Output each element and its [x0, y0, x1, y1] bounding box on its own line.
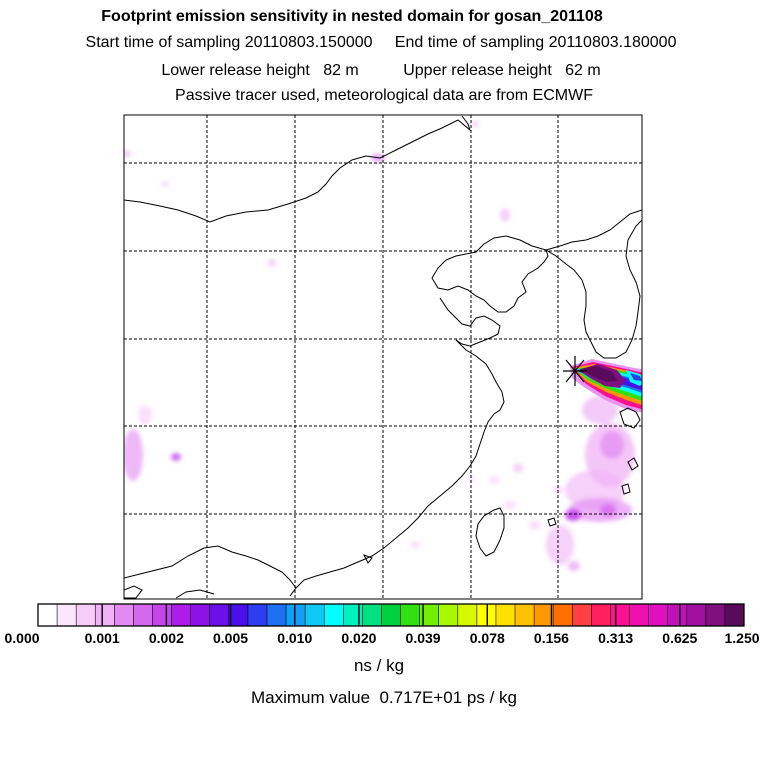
colorbar-tick-label: 0.039 — [405, 630, 441, 646]
colorbar-swatch — [534, 604, 554, 626]
colorbar-swatch — [400, 604, 421, 626]
colorbar-tick-label: 0.625 — [662, 630, 698, 646]
colorbar-tick-label: 0.010 — [277, 630, 313, 646]
colorbar-swatch — [95, 604, 115, 626]
colorbar-tick-label: 0.313 — [598, 630, 634, 646]
colorbar-swatch — [553, 604, 573, 626]
colorbar-swatch — [457, 604, 478, 626]
x-star-icon — [563, 356, 587, 386]
graticule — [124, 115, 642, 599]
colorbar-swatch — [705, 604, 726, 626]
colorbar-tick-label: 0.078 — [469, 630, 505, 646]
colorbar-swatch — [648, 604, 669, 626]
end-time-label: End time of sampling 20110803.180000 — [394, 34, 677, 51]
start-time-label: Start time of sampling 20110803.150000 — [85, 34, 373, 51]
colorbar-tick-label: 0.005 — [213, 630, 249, 646]
colorbar-swatch — [190, 604, 211, 626]
colorbar-swatch — [305, 604, 325, 626]
colorbar-swatch — [114, 604, 134, 626]
colorbar-swatch — [686, 604, 707, 626]
sampling-times: Start time of sampling 20110803.150000 E… — [0, 34, 765, 52]
colorbar-swatch — [152, 604, 173, 626]
colorbar-swatch — [133, 604, 153, 626]
colorbar-tick-label: 0.001 — [84, 630, 120, 646]
release-heights: Lower release height 82 m Upper release … — [0, 62, 765, 80]
colorbar-swatch — [629, 604, 650, 626]
coastlines — [124, 115, 642, 599]
upper-height-label: Upper release height 62 m — [403, 62, 601, 79]
colorbar-tick-label: 0.156 — [533, 630, 569, 646]
colorbar-tick-label: 0.020 — [341, 630, 377, 646]
colorbar-swatch — [495, 604, 516, 626]
plume — [570, 359, 642, 413]
colorbar-tick-label: 0.000 — [4, 630, 40, 646]
colorbar-swatch — [38, 604, 58, 626]
colorbar-swatch — [247, 604, 268, 626]
colorbar-swatch — [76, 604, 96, 626]
colorbar-swatch — [171, 604, 192, 626]
colorbar-swatch — [591, 604, 611, 626]
maximum-value-label: Maximum value 0.717E+01 ps / kg — [251, 688, 517, 707]
colorbar-swatch — [228, 604, 249, 626]
plot-title: Footprint emission sensitivity in nested… — [101, 8, 603, 25]
colorbar-swatch — [515, 604, 535, 626]
colorbar-swatch — [438, 604, 459, 626]
colorbar-swatch — [419, 604, 440, 626]
colorbar-swatch — [324, 604, 344, 626]
colorbar-swatch — [57, 604, 77, 626]
colorbar-swatch — [610, 604, 631, 626]
colorbar-swatch — [381, 604, 402, 626]
colorbar-tick-label: 0.002 — [148, 630, 184, 646]
map-frame — [123, 114, 643, 600]
colorbar-swatch — [724, 604, 745, 626]
lower-height-label: Lower release height 82 m — [161, 62, 359, 79]
colorbar-swatch — [572, 604, 592, 626]
colorbar-swatch — [209, 604, 230, 626]
colorbar-tick-label: 1.250 — [724, 630, 760, 646]
colorbar-swatch — [286, 604, 306, 626]
colorbar-swatch — [362, 604, 382, 626]
units-label: ns / kg — [353, 656, 405, 675]
colorbar-swatch — [667, 604, 688, 626]
colorbar-swatch — [266, 604, 287, 626]
colorbar-swatch — [343, 604, 363, 626]
tracer-note: Passive tracer used, meteorological data… — [175, 87, 593, 104]
